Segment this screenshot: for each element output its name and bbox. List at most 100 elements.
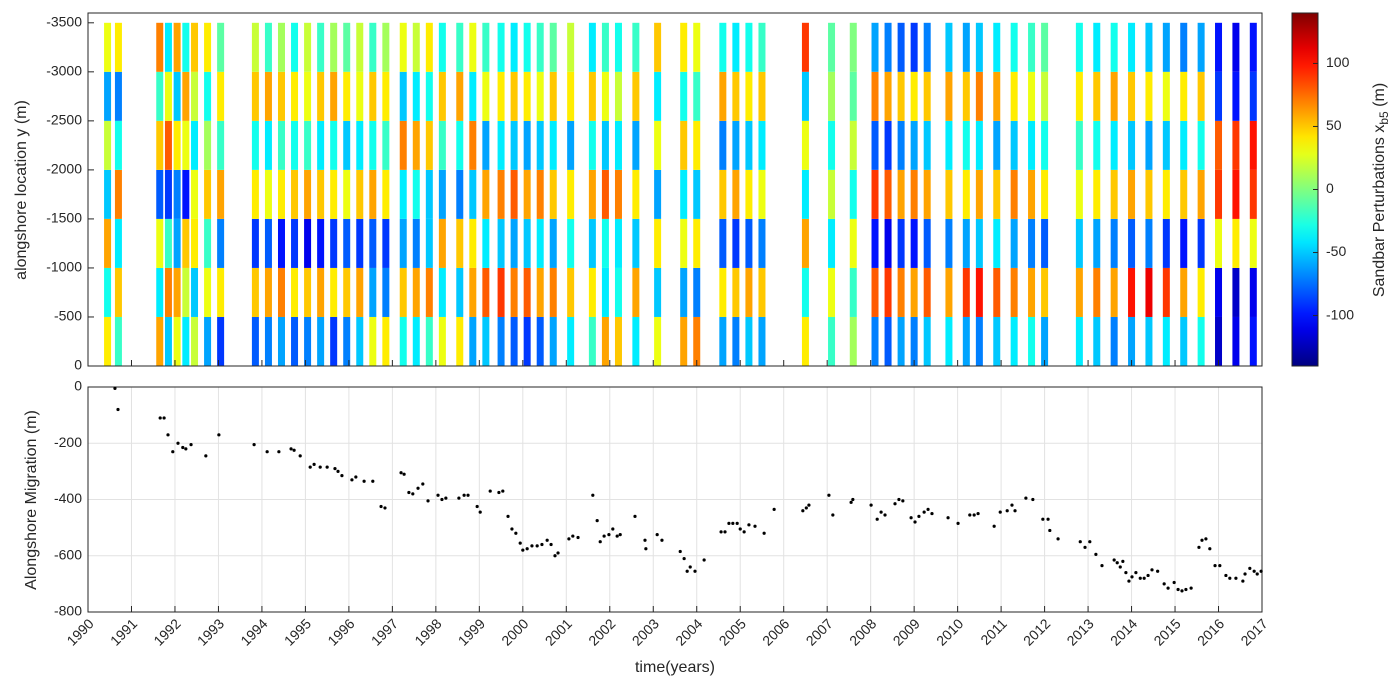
point [1138, 576, 1142, 580]
heat-cell [1110, 218, 1118, 268]
heat-cell [732, 169, 740, 219]
heat-cell [732, 120, 740, 170]
point [1124, 571, 1128, 575]
point [602, 534, 606, 538]
heat-cell [567, 267, 575, 317]
point [1118, 565, 1122, 569]
heat-cell [549, 22, 557, 72]
heat-cell [217, 218, 225, 268]
point [158, 416, 162, 420]
heat-cell [1180, 169, 1188, 219]
heat-cell [993, 71, 1001, 121]
heat-cell [317, 169, 325, 219]
heat-cell [497, 71, 505, 121]
heat-cell [182, 218, 190, 268]
heat-cell [884, 169, 892, 219]
heat-cell [412, 316, 420, 366]
point [1083, 545, 1087, 549]
heat-cell [425, 316, 433, 366]
point [1162, 582, 1166, 586]
colorbar-tick-label: -100 [1326, 306, 1354, 322]
heat-cell [399, 267, 407, 317]
heat-cell [191, 22, 199, 72]
heat-cell [1180, 218, 1188, 268]
heat-cell [1197, 22, 1205, 72]
y-tick-label: -2500 [46, 112, 82, 128]
heat-cell [693, 267, 701, 317]
heat-cell [1010, 120, 1018, 170]
point [633, 514, 637, 518]
heat-cell [482, 316, 490, 366]
heat-cell [173, 22, 181, 72]
point [831, 513, 835, 517]
x-tick-label: 2008 [846, 615, 879, 648]
heat-cell [191, 218, 199, 268]
point [804, 506, 808, 510]
heat-cell [438, 71, 446, 121]
heat-cell [277, 71, 285, 121]
point [457, 496, 461, 500]
heat-cell [745, 169, 753, 219]
heat-cell [412, 22, 420, 72]
heat-cell [182, 169, 190, 219]
heat-cell [173, 71, 181, 121]
axes-frame [87, 12, 1263, 367]
heat-cell [549, 71, 557, 121]
heat-cell [356, 120, 364, 170]
heat-cell [1128, 267, 1136, 317]
heat-cell [438, 218, 446, 268]
heat-cell [567, 218, 575, 268]
point [506, 514, 510, 518]
heat-cell [1232, 22, 1240, 72]
point [204, 454, 208, 458]
point [1121, 559, 1125, 563]
heat-cell [356, 267, 364, 317]
heat-cell [264, 169, 272, 219]
heat-cell [1215, 267, 1223, 317]
heat-cell [1041, 120, 1049, 170]
heat-cell [317, 267, 325, 317]
point [514, 531, 518, 535]
heat-cell [910, 71, 918, 121]
heat-cell [1028, 218, 1036, 268]
heat-cell [601, 218, 609, 268]
heat-cell [482, 22, 490, 72]
heat-cell [962, 218, 970, 268]
heat-cell [993, 267, 1001, 317]
heat-cell [330, 316, 338, 366]
heat-cell [497, 316, 505, 366]
x-tick-label: 2001 [542, 615, 575, 648]
point [521, 548, 525, 552]
heat-cell [801, 22, 809, 72]
point [1112, 558, 1116, 562]
heat-cell [884, 218, 892, 268]
heat-cell [601, 316, 609, 366]
heat-cell [114, 71, 122, 121]
heat-cell [1197, 218, 1205, 268]
heat-cell [758, 218, 766, 268]
heat-cell [1093, 267, 1101, 317]
heat-cell [1028, 267, 1036, 317]
heat-cell [549, 316, 557, 366]
heat-cell [343, 267, 351, 317]
x-tick-label: 1997 [368, 615, 401, 648]
x-tick-label: 1998 [411, 615, 444, 648]
heat-cell [801, 218, 809, 268]
colorbar-tick-label: 100 [1326, 54, 1350, 70]
heat-cell [588, 316, 596, 366]
heat-cell [251, 169, 259, 219]
heat-cell [1249, 218, 1257, 268]
point [440, 497, 444, 502]
heat-cell [264, 120, 272, 170]
heat-cell [680, 71, 688, 121]
heat-cell [732, 71, 740, 121]
point [535, 544, 539, 548]
point [901, 499, 905, 503]
heat-cell [745, 218, 753, 268]
point [591, 493, 595, 497]
heat-cell [469, 267, 477, 317]
point [217, 433, 221, 437]
point [308, 465, 312, 469]
heat-cell [1093, 22, 1101, 72]
heat-cell [758, 22, 766, 72]
